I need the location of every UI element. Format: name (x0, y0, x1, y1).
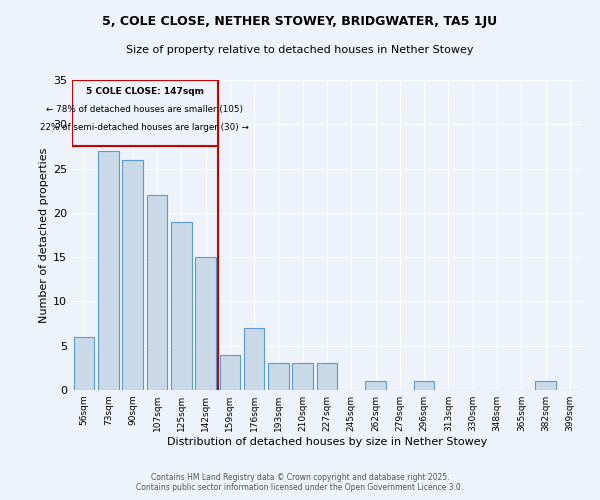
Bar (122, 160, 143, 390)
Bar (74, 337, 94, 390)
Text: Contains public sector information licensed under the Open Government Licence 3.: Contains public sector information licen… (136, 484, 464, 492)
Text: 5 COLE CLOSE: 147sqm: 5 COLE CLOSE: 147sqm (86, 87, 204, 96)
Bar (72, 80, 218, 146)
Bar (244, 328, 265, 390)
Bar (365, 381, 386, 390)
Bar (195, 257, 216, 390)
Bar (292, 364, 313, 390)
Bar (220, 354, 240, 390)
X-axis label: Distribution of detached houses by size in Nether Stowey: Distribution of detached houses by size … (167, 437, 487, 447)
Bar (171, 222, 191, 390)
Text: ← 78% of detached houses are smaller (105): ← 78% of detached houses are smaller (10… (46, 105, 244, 114)
Bar (268, 364, 289, 390)
Bar (414, 381, 434, 390)
Text: 5, COLE CLOSE, NETHER STOWEY, BRIDGWATER, TA5 1JU: 5, COLE CLOSE, NETHER STOWEY, BRIDGWATER… (103, 15, 497, 28)
Bar (535, 381, 556, 390)
Bar (146, 195, 167, 390)
Y-axis label: Number of detached properties: Number of detached properties (39, 148, 49, 322)
Bar (317, 364, 337, 390)
Text: 22% of semi-detached houses are larger (30) →: 22% of semi-detached houses are larger (… (40, 122, 249, 132)
Bar (98, 151, 119, 390)
Text: Contains HM Land Registry data © Crown copyright and database right 2025.: Contains HM Land Registry data © Crown c… (151, 474, 449, 482)
Text: Size of property relative to detached houses in Nether Stowey: Size of property relative to detached ho… (126, 45, 474, 55)
